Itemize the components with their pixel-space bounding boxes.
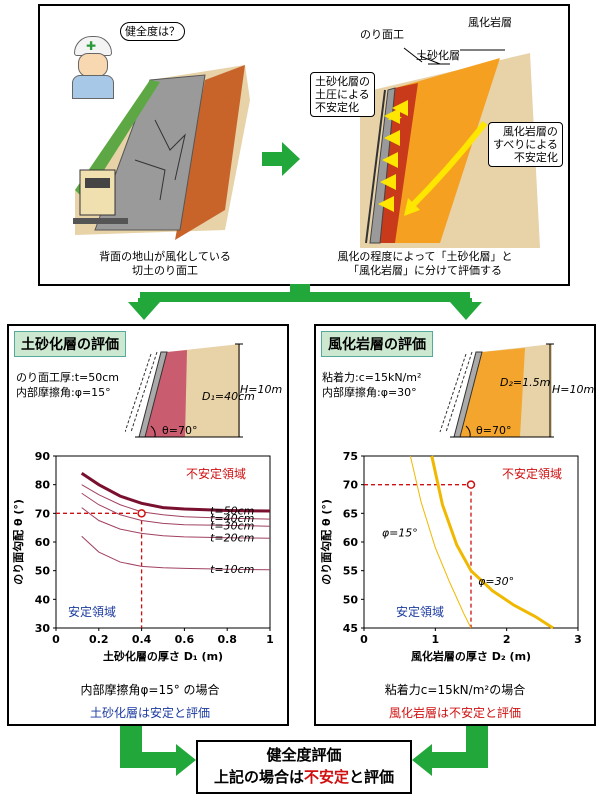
series-line <box>81 492 271 527</box>
y-tick-label: 80 <box>35 479 51 492</box>
right-theta-label: θ=70° <box>476 424 512 437</box>
x-tick-label: 1 <box>432 633 440 646</box>
left-chart-caption: 内部摩擦角φ=15° の場合 <box>80 683 220 697</box>
final-line-2-pre: 上記の場合は <box>213 768 304 786</box>
left-caption-1: 背面の地山が風化している <box>99 250 231 263</box>
bubble-dosha: 土砂化層の 土圧による 不安定化 <box>310 72 375 117</box>
region-unstable-label: 不安定領域 <box>502 466 562 481</box>
left-caption-2: 切土のり面工 <box>132 264 198 277</box>
x-tick-label: 0.8 <box>217 633 237 646</box>
right-panel-title: 風化岩層の評価 <box>321 331 433 357</box>
x-axis-label: 土砂化層の厚さ D₁ (m) <box>103 649 223 663</box>
y-tick-label: 30 <box>35 622 51 635</box>
y-tick-label: 70 <box>343 479 359 492</box>
left-panel-title: 土砂化層の評価 <box>14 331 126 357</box>
series-label: t=30cm <box>210 519 254 532</box>
marker-point <box>466 480 476 489</box>
y-tick-label: 75 <box>343 450 358 463</box>
right-slope-diagram <box>439 343 554 438</box>
left-params-1: のり面工厚:t=50cm <box>16 371 119 384</box>
series-line <box>430 455 554 630</box>
y-tick-label: 70 <box>35 507 51 520</box>
right-caption-1: 風化の程度によって「土砂化層」と <box>337 250 513 263</box>
right-params-2: 内部摩擦角:φ=30° <box>322 386 417 399</box>
region-stable-label: 安定領域 <box>396 604 444 619</box>
x-tick-label: 0 <box>360 633 368 646</box>
right-d-label: D₂=1.5m <box>500 376 551 389</box>
y-tick-label: 90 <box>35 450 51 463</box>
slope-illustration-left <box>73 65 250 240</box>
right-h-label: H=10m <box>552 383 595 396</box>
left-result: 土砂化層は安定と評価 <box>89 706 210 720</box>
right-chart-caption: 粘着力c=15kN/m²の場合 <box>384 683 526 697</box>
left-slope-diagram <box>125 343 243 438</box>
label-norimen: のり面工 <box>360 28 404 41</box>
right-chart: 45 50 55 60 65 70 75 0 1 2 3 風化岩層の厚さ D₂ (m) のり面勾配 θ … <box>319 450 582 663</box>
arrow-right-top <box>262 142 300 176</box>
series-line <box>80 471 271 513</box>
series-label: t=40cm <box>210 512 254 525</box>
y-tick-label: 50 <box>35 565 51 578</box>
x-tick-label: 0 <box>52 633 60 646</box>
x-tick-label: 0.6 <box>175 633 195 646</box>
y-tick-label: 50 <box>343 593 359 606</box>
region-stable-label: 安定領域 <box>68 604 116 619</box>
x-axis-label: 風化岩層の厚さ D₂ (m) <box>411 649 531 663</box>
x-tick-label: 0.4 <box>132 633 152 646</box>
y-tick-label: 60 <box>343 536 359 549</box>
y-tick-label: 40 <box>35 593 51 606</box>
x-tick-label: 1 <box>266 633 274 646</box>
bubble-fuka: 風化岩層の すべりによる 不安定化 <box>488 122 563 167</box>
left-params-2: 内部摩擦角:φ=15° <box>16 386 111 399</box>
series-label: φ=30° <box>478 575 514 588</box>
y-tick-label: 55 <box>343 565 358 578</box>
left-d-label: D₁=40cm <box>202 390 255 403</box>
speech-bubble: 健全度は？ <box>120 22 185 41</box>
x-tick-label: 3 <box>574 633 582 646</box>
left-chart: 30 40 50 60 70 80 90 0 0.2 0.4 0.6 0.8 1 土砂化層の厚さ D₁ (… <box>11 450 274 663</box>
slope-illustration-right <box>360 47 540 248</box>
y-tick-label: 65 <box>343 507 358 520</box>
final-line-2-post: と評価 <box>349 768 395 786</box>
x-tick-label: 2 <box>503 633 511 646</box>
left-h-label: H=10m <box>240 383 283 396</box>
series-line <box>81 507 271 539</box>
final-line-1: 健全度評価 <box>266 746 342 764</box>
y-axis-label: のり面勾配 θ (°) <box>11 499 25 585</box>
connector-arrows-top <box>128 284 482 320</box>
series-label: φ=15° <box>382 526 418 539</box>
series-line <box>81 484 271 520</box>
bottom-arrows <box>120 726 488 776</box>
y-axis-label: のり面勾配 θ (°) <box>319 499 333 585</box>
y-tick-label: 60 <box>35 536 51 549</box>
plot-area <box>55 455 271 629</box>
right-caption-2: 「風化岩層」に分けて評価する <box>348 264 502 277</box>
final-evaluation-box <box>196 740 412 794</box>
final-line-2: 上記の場合は不安定と評価 <box>196 768 412 786</box>
region-unstable-label: 不安定領域 <box>186 466 246 481</box>
x-tick-label: 0.2 <box>89 633 109 646</box>
label-dosha-top: 土砂化層 <box>416 49 460 62</box>
series-label: t=50cm <box>210 504 254 517</box>
y-tick-label: 45 <box>343 622 358 635</box>
series-line <box>409 455 472 629</box>
left-theta-label: θ=70° <box>162 424 198 437</box>
series-label: t=20cm <box>210 532 254 545</box>
final-line-2-red: 不安定 <box>303 768 349 786</box>
right-params-1: 粘着力:c=15kN/m² <box>322 371 422 384</box>
marker-point <box>137 509 146 518</box>
label-fuka-top: 風化岩層 <box>468 16 512 29</box>
series-label: t=10cm <box>210 563 254 576</box>
right-result: 風化岩層は不安定と評価 <box>388 706 521 720</box>
worker-icon: ✚ <box>68 36 116 99</box>
series-line <box>81 535 271 571</box>
